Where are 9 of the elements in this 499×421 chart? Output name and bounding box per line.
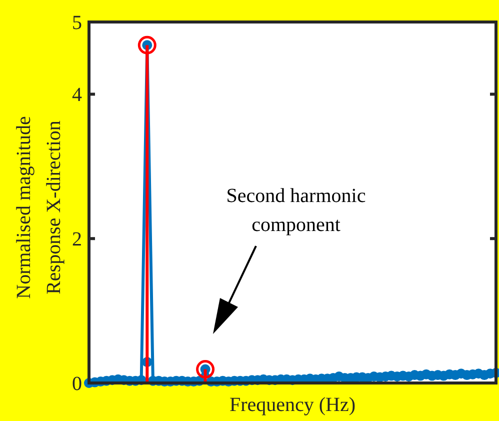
annotation: Second harmonic component bbox=[226, 185, 366, 236]
point bbox=[196, 360, 215, 379]
point bbox=[138, 36, 156, 54]
x-axis-title: Frequency (Hz) bbox=[229, 394, 356, 416]
y-axis-title: Normalised magnitude Response X-direction bbox=[13, 116, 65, 299]
y-tick-label: 0 bbox=[72, 373, 82, 395]
y-tick-label: 5 bbox=[72, 12, 82, 34]
y-tick-label: 4 bbox=[72, 84, 82, 106]
y-tick-label: 2 bbox=[72, 228, 82, 251]
